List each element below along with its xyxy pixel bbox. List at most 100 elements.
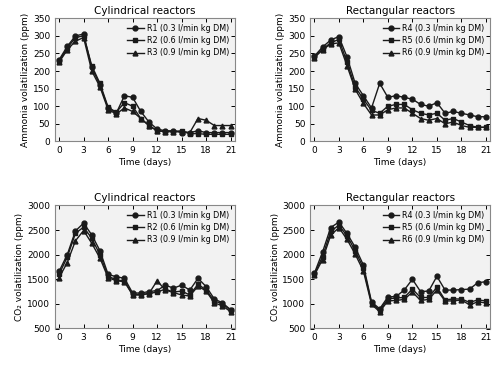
R3 (0.9 l/min kg DM) (130, 293, 136, 297)
R6 (0.9 l/min kg DM) (458, 123, 464, 128)
R5 (0.6 l/min kg DM) (352, 249, 358, 253)
R5 (0.6 l/min kg DM) (458, 297, 464, 301)
R4 (0.3 l/min kg DM) (450, 109, 456, 114)
R2 (0.6 l/min kg DM) (195, 282, 201, 287)
R6 (0.9 l/min kg DM) (401, 297, 407, 301)
R1 (0.3 l/min kg DM) (162, 128, 168, 133)
R1 (0.3 l/min kg DM) (203, 284, 209, 289)
R3 (0.9 l/min kg DM) (56, 276, 62, 280)
R5 (0.6 l/min kg DM) (434, 285, 440, 289)
R5 (0.6 l/min kg DM) (320, 47, 326, 51)
R6 (0.9 l/min kg DM) (450, 120, 456, 124)
R1 (0.3 l/min kg DM) (114, 274, 119, 279)
R3 (0.9 l/min kg DM) (114, 278, 119, 283)
R5 (0.6 l/min kg DM) (410, 108, 416, 112)
R4 (0.3 l/min kg DM) (328, 38, 334, 42)
R6 (0.9 l/min kg DM) (442, 299, 448, 303)
R1 (0.3 l/min kg DM) (220, 130, 226, 135)
R3 (0.9 l/min kg DM) (138, 293, 144, 297)
X-axis label: Time (days): Time (days) (374, 158, 426, 167)
R6 (0.9 l/min kg DM) (312, 273, 318, 277)
R1 (0.3 l/min kg DM) (187, 288, 193, 292)
R2 (0.6 l/min kg DM) (130, 104, 136, 108)
R5 (0.6 l/min kg DM) (336, 37, 342, 42)
X-axis label: Time (days): Time (days) (118, 345, 172, 354)
R4 (0.3 l/min kg DM) (418, 102, 424, 107)
R3 (0.9 l/min kg DM) (72, 239, 78, 243)
R5 (0.6 l/min kg DM) (376, 111, 382, 115)
R2 (0.6 l/min kg DM) (89, 236, 95, 241)
Line: R2 (0.6 l/min kg DM): R2 (0.6 l/min kg DM) (56, 224, 233, 313)
R5 (0.6 l/min kg DM) (385, 104, 391, 108)
R3 (0.9 l/min kg DM) (162, 288, 168, 292)
R3 (0.9 l/min kg DM) (212, 123, 218, 128)
R6 (0.9 l/min kg DM) (418, 116, 424, 121)
R1 (0.3 l/min kg DM) (105, 106, 111, 110)
R2 (0.6 l/min kg DM) (162, 129, 168, 134)
R5 (0.6 l/min kg DM) (434, 111, 440, 115)
R1 (0.3 l/min kg DM) (154, 288, 160, 293)
R4 (0.3 l/min kg DM) (368, 300, 374, 304)
R5 (0.6 l/min kg DM) (483, 125, 489, 130)
R4 (0.3 l/min kg DM) (418, 289, 424, 294)
R2 (0.6 l/min kg DM) (187, 293, 193, 297)
R2 (0.6 l/min kg DM) (146, 123, 152, 128)
R3 (0.9 l/min kg DM) (220, 123, 226, 128)
R2 (0.6 l/min kg DM) (154, 290, 160, 294)
R4 (0.3 l/min kg DM) (458, 111, 464, 115)
R3 (0.9 l/min kg DM) (80, 228, 86, 233)
R2 (0.6 l/min kg DM) (114, 110, 119, 114)
R5 (0.6 l/min kg DM) (328, 229, 334, 234)
R1 (0.3 l/min kg DM) (122, 93, 128, 98)
R3 (0.9 l/min kg DM) (195, 284, 201, 288)
R6 (0.9 l/min kg DM) (458, 298, 464, 302)
R2 (0.6 l/min kg DM) (56, 272, 62, 277)
Line: R3 (0.9 l/min kg DM): R3 (0.9 l/min kg DM) (56, 228, 233, 314)
R1 (0.3 l/min kg DM) (154, 127, 160, 131)
R3 (0.9 l/min kg DM) (64, 260, 70, 265)
R5 (0.6 l/min kg DM) (401, 295, 407, 300)
R5 (0.6 l/min kg DM) (442, 298, 448, 302)
R6 (0.9 l/min kg DM) (474, 300, 480, 304)
R5 (0.6 l/min kg DM) (483, 299, 489, 303)
R2 (0.6 l/min kg DM) (178, 289, 184, 293)
R2 (0.6 l/min kg DM) (56, 59, 62, 64)
R4 (0.3 l/min kg DM) (474, 115, 480, 119)
R5 (0.6 l/min kg DM) (450, 116, 456, 121)
R4 (0.3 l/min kg DM) (376, 307, 382, 311)
Line: R4 (0.3 l/min kg DM): R4 (0.3 l/min kg DM) (312, 220, 488, 311)
R3 (0.9 l/min kg DM) (72, 39, 78, 43)
R4 (0.3 l/min kg DM) (434, 274, 440, 278)
R4 (0.3 l/min kg DM) (376, 81, 382, 85)
R2 (0.6 l/min kg DM) (97, 81, 103, 85)
R2 (0.6 l/min kg DM) (114, 277, 119, 282)
R4 (0.3 l/min kg DM) (344, 55, 350, 59)
R3 (0.9 l/min kg DM) (122, 106, 128, 110)
R6 (0.9 l/min kg DM) (434, 116, 440, 121)
R2 (0.6 l/min kg DM) (178, 128, 184, 133)
R5 (0.6 l/min kg DM) (352, 85, 358, 89)
R2 (0.6 l/min kg DM) (203, 288, 209, 292)
R4 (0.3 l/min kg DM) (450, 288, 456, 292)
R3 (0.9 l/min kg DM) (89, 69, 95, 73)
Line: R1 (0.3 l/min kg DM): R1 (0.3 l/min kg DM) (56, 221, 233, 312)
R2 (0.6 l/min kg DM) (80, 225, 86, 229)
R4 (0.3 l/min kg DM) (385, 95, 391, 100)
R1 (0.3 l/min kg DM) (105, 272, 111, 277)
R6 (0.9 l/min kg DM) (434, 288, 440, 292)
R2 (0.6 l/min kg DM) (64, 255, 70, 259)
Y-axis label: Ammonia volatilization (ppm): Ammonia volatilization (ppm) (21, 13, 30, 147)
R5 (0.6 l/min kg DM) (376, 308, 382, 312)
R4 (0.3 l/min kg DM) (352, 81, 358, 85)
R6 (0.9 l/min kg DM) (426, 118, 432, 122)
R1 (0.3 l/min kg DM) (64, 44, 70, 49)
R2 (0.6 l/min kg DM) (97, 253, 103, 257)
R4 (0.3 l/min kg DM) (393, 294, 399, 299)
R6 (0.9 l/min kg DM) (344, 64, 350, 68)
Title: Cylindrical reactors: Cylindrical reactors (94, 193, 196, 203)
R3 (0.9 l/min kg DM) (170, 129, 176, 134)
R6 (0.9 l/min kg DM) (418, 298, 424, 303)
R1 (0.3 l/min kg DM) (56, 269, 62, 273)
R1 (0.3 l/min kg DM) (212, 130, 218, 135)
R5 (0.6 l/min kg DM) (360, 97, 366, 101)
